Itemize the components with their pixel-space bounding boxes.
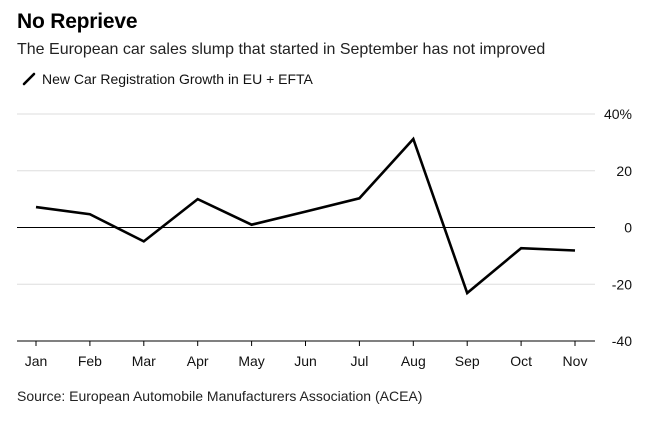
y-tick-label: -40 [612,333,632,349]
legend-label: New Car Registration Growth in EU + EFTA [42,71,313,87]
x-tick-label: Oct [510,353,532,369]
x-tick-label: Sep [455,353,480,369]
x-axis-labels: Jan Feb Mar Apr May Jun Jul Aug Sep Oct Nov [25,341,588,369]
series-line [35,136,576,296]
grid-lines [17,113,595,342]
legend: New Car Registration Growth in EU + EFTA [22,71,313,87]
x-tick-label: Aug [401,353,426,369]
x-tick-label: Mar [132,353,156,369]
y-tick-label: 20 [616,163,632,179]
legend-line-icon [22,72,36,86]
x-tick-label: Jul [350,353,368,369]
y-tick-label: 0 [624,220,632,236]
y-tick-label: 40% [604,106,632,122]
x-tick-label: Apr [187,353,209,369]
x-tick-label: Jun [294,353,317,369]
y-axis-labels: 40% 20 0 -20 -40 [604,106,632,349]
chart-title: No Reprieve [17,10,138,33]
x-tick-label: Nov [563,353,588,369]
x-tick-label: Jan [25,353,48,369]
x-tick-label: Feb [78,353,102,369]
x-tick-label: May [238,353,264,369]
series-lines [35,136,576,296]
y-tick-label: -20 [612,276,632,292]
chart-subtitle: The European car sales slump that starte… [17,41,546,58]
source-note: Source: European Automobile Manufacturer… [17,388,423,404]
